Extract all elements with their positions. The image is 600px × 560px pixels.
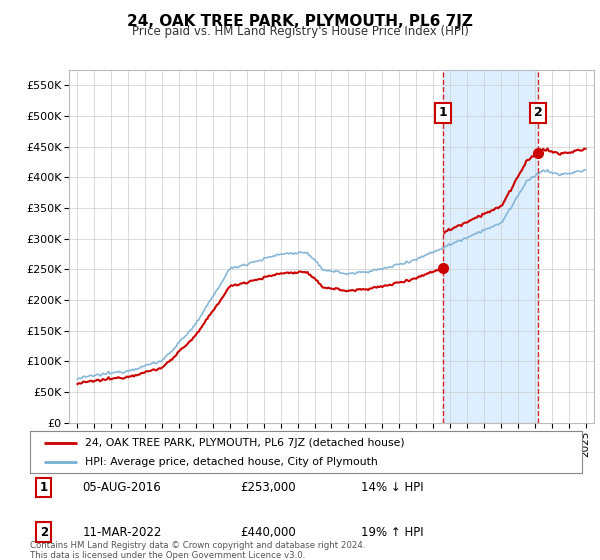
- Text: Contains HM Land Registry data © Crown copyright and database right 2024.
This d: Contains HM Land Registry data © Crown c…: [30, 540, 365, 560]
- Text: £440,000: £440,000: [240, 526, 296, 539]
- Text: HPI: Average price, detached house, City of Plymouth: HPI: Average price, detached house, City…: [85, 457, 378, 467]
- Text: 1: 1: [40, 481, 48, 494]
- Text: 24, OAK TREE PARK, PLYMOUTH, PL6 7JZ: 24, OAK TREE PARK, PLYMOUTH, PL6 7JZ: [127, 14, 473, 29]
- Bar: [443, 70, 538, 423]
- Text: 05-AUG-2016: 05-AUG-2016: [82, 481, 161, 494]
- Text: 11-MAR-2022: 11-MAR-2022: [82, 526, 162, 539]
- Text: £253,000: £253,000: [240, 481, 295, 494]
- Text: 24, OAK TREE PARK, PLYMOUTH, PL6 7JZ (detached house): 24, OAK TREE PARK, PLYMOUTH, PL6 7JZ (de…: [85, 437, 405, 447]
- Text: 2: 2: [40, 526, 48, 539]
- Text: 14% ↓ HPI: 14% ↓ HPI: [361, 481, 424, 494]
- Text: 1: 1: [439, 106, 448, 119]
- Text: 2: 2: [534, 106, 542, 119]
- Text: Price paid vs. HM Land Registry's House Price Index (HPI): Price paid vs. HM Land Registry's House …: [131, 25, 469, 38]
- Text: 19% ↑ HPI: 19% ↑ HPI: [361, 526, 424, 539]
